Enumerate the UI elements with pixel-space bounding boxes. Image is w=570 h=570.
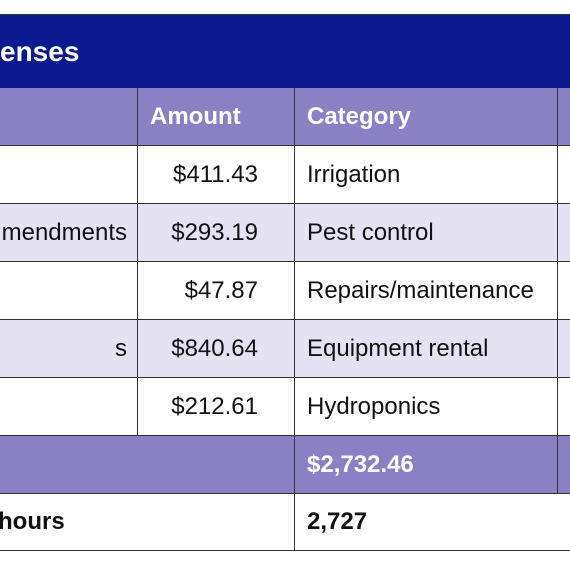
table-title: enses: [0, 14, 570, 88]
header-cell: [558, 88, 570, 146]
category-cell: Pest control: [295, 204, 558, 262]
category-cell: Repairs/maintenance: [295, 262, 558, 320]
hours-value: 2,727: [295, 494, 570, 551]
total-cell: $2,732.46: [295, 436, 558, 494]
total-label-cell: [0, 436, 295, 494]
category-cell: Hydroponics: [295, 378, 558, 436]
amount-cell: $212.61: [138, 378, 295, 436]
extra-cell: [558, 436, 570, 494]
amount-cell: $293.19: [138, 204, 295, 262]
amount-cell: $411.43: [138, 146, 295, 204]
header-cell: [0, 88, 138, 146]
row-label: mendments: [0, 204, 138, 262]
amount-cell: $47.87: [138, 262, 295, 320]
extra-cell: [558, 320, 570, 378]
row-label: [0, 146, 138, 204]
category-cell: Equipment rental: [295, 320, 558, 378]
extra-cell: [558, 204, 570, 262]
row-label: [0, 378, 138, 436]
extra-cell: [558, 146, 570, 204]
amount-cell: $840.64: [138, 320, 295, 378]
extra-cell: [558, 262, 570, 320]
row-label: [0, 262, 138, 320]
column-header: Amount: [138, 88, 295, 146]
hours-label: hours: [0, 494, 295, 551]
category-cell: Irrigation: [295, 146, 558, 204]
row-label: s: [0, 320, 138, 378]
column-header: Category: [295, 88, 558, 146]
extra-cell: [558, 378, 570, 436]
